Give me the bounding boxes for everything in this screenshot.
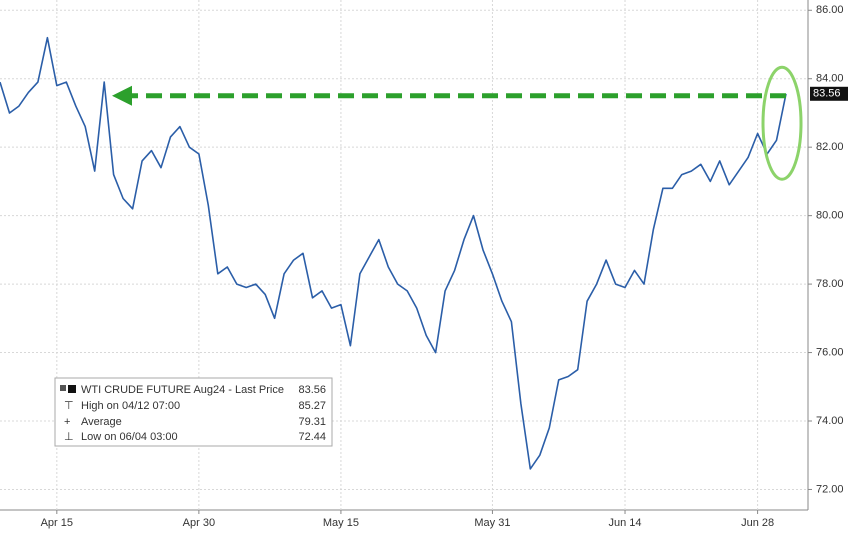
grid: 72.00 74.00 76.00 78.00 80.00 82.00 84.00 86.00… bbox=[0, 0, 844, 529]
x-tick-label: Apr 30 bbox=[183, 517, 215, 529]
legend-value: 85.27 bbox=[298, 400, 326, 412]
legend-icon: ⊥ bbox=[64, 431, 74, 443]
legend-label: Low on 06/04 03:00 bbox=[81, 431, 178, 443]
x-tick-label: Jun 28 bbox=[741, 517, 774, 529]
y-tick-label: 72.00 bbox=[816, 483, 844, 495]
legend: WTI CRUDE FUTURE Aug24 - Last Price 83.5… bbox=[54, 377, 333, 447]
legend-value: 79.31 bbox=[298, 416, 326, 428]
y-tick-label: 78.00 bbox=[816, 278, 844, 290]
legend-label: WTI CRUDE FUTURE Aug24 - Last Price bbox=[81, 384, 284, 396]
plot bbox=[0, 36, 787, 470]
y-tick-label: 76.00 bbox=[816, 346, 844, 358]
x-tick-label: Apr 15 bbox=[41, 517, 73, 529]
y-tick-label: 80.00 bbox=[816, 210, 844, 222]
legend-icon: + bbox=[64, 416, 70, 428]
last-price-badge bbox=[810, 86, 848, 101]
price-line bbox=[0, 36, 787, 470]
legend-value: 83.56 bbox=[298, 384, 326, 396]
annotations: 83.56 bbox=[112, 65, 848, 181]
legend-value: 72.44 bbox=[298, 431, 326, 443]
legend-icon bbox=[68, 385, 76, 393]
legend-label: High on 04/12 07:00 bbox=[81, 400, 180, 412]
legend-box bbox=[54, 377, 333, 447]
y-tick-label: 82.00 bbox=[816, 141, 844, 153]
last-price-label: 83.56 bbox=[813, 88, 841, 100]
legend-icon bbox=[60, 385, 66, 391]
arrow-head bbox=[112, 85, 132, 106]
x-tick-label: Jun 14 bbox=[609, 517, 642, 529]
highlight-ellipse bbox=[761, 65, 803, 181]
legend-label: Average bbox=[81, 416, 122, 428]
y-tick-label: 86.00 bbox=[816, 4, 844, 16]
legend-icon: ⊤ bbox=[64, 400, 74, 412]
y-tick-label: 84.00 bbox=[816, 73, 844, 85]
y-tick-label: 74.00 bbox=[816, 415, 844, 427]
x-tick-label: May 31 bbox=[474, 517, 510, 529]
x-tick-label: May 15 bbox=[323, 517, 359, 529]
